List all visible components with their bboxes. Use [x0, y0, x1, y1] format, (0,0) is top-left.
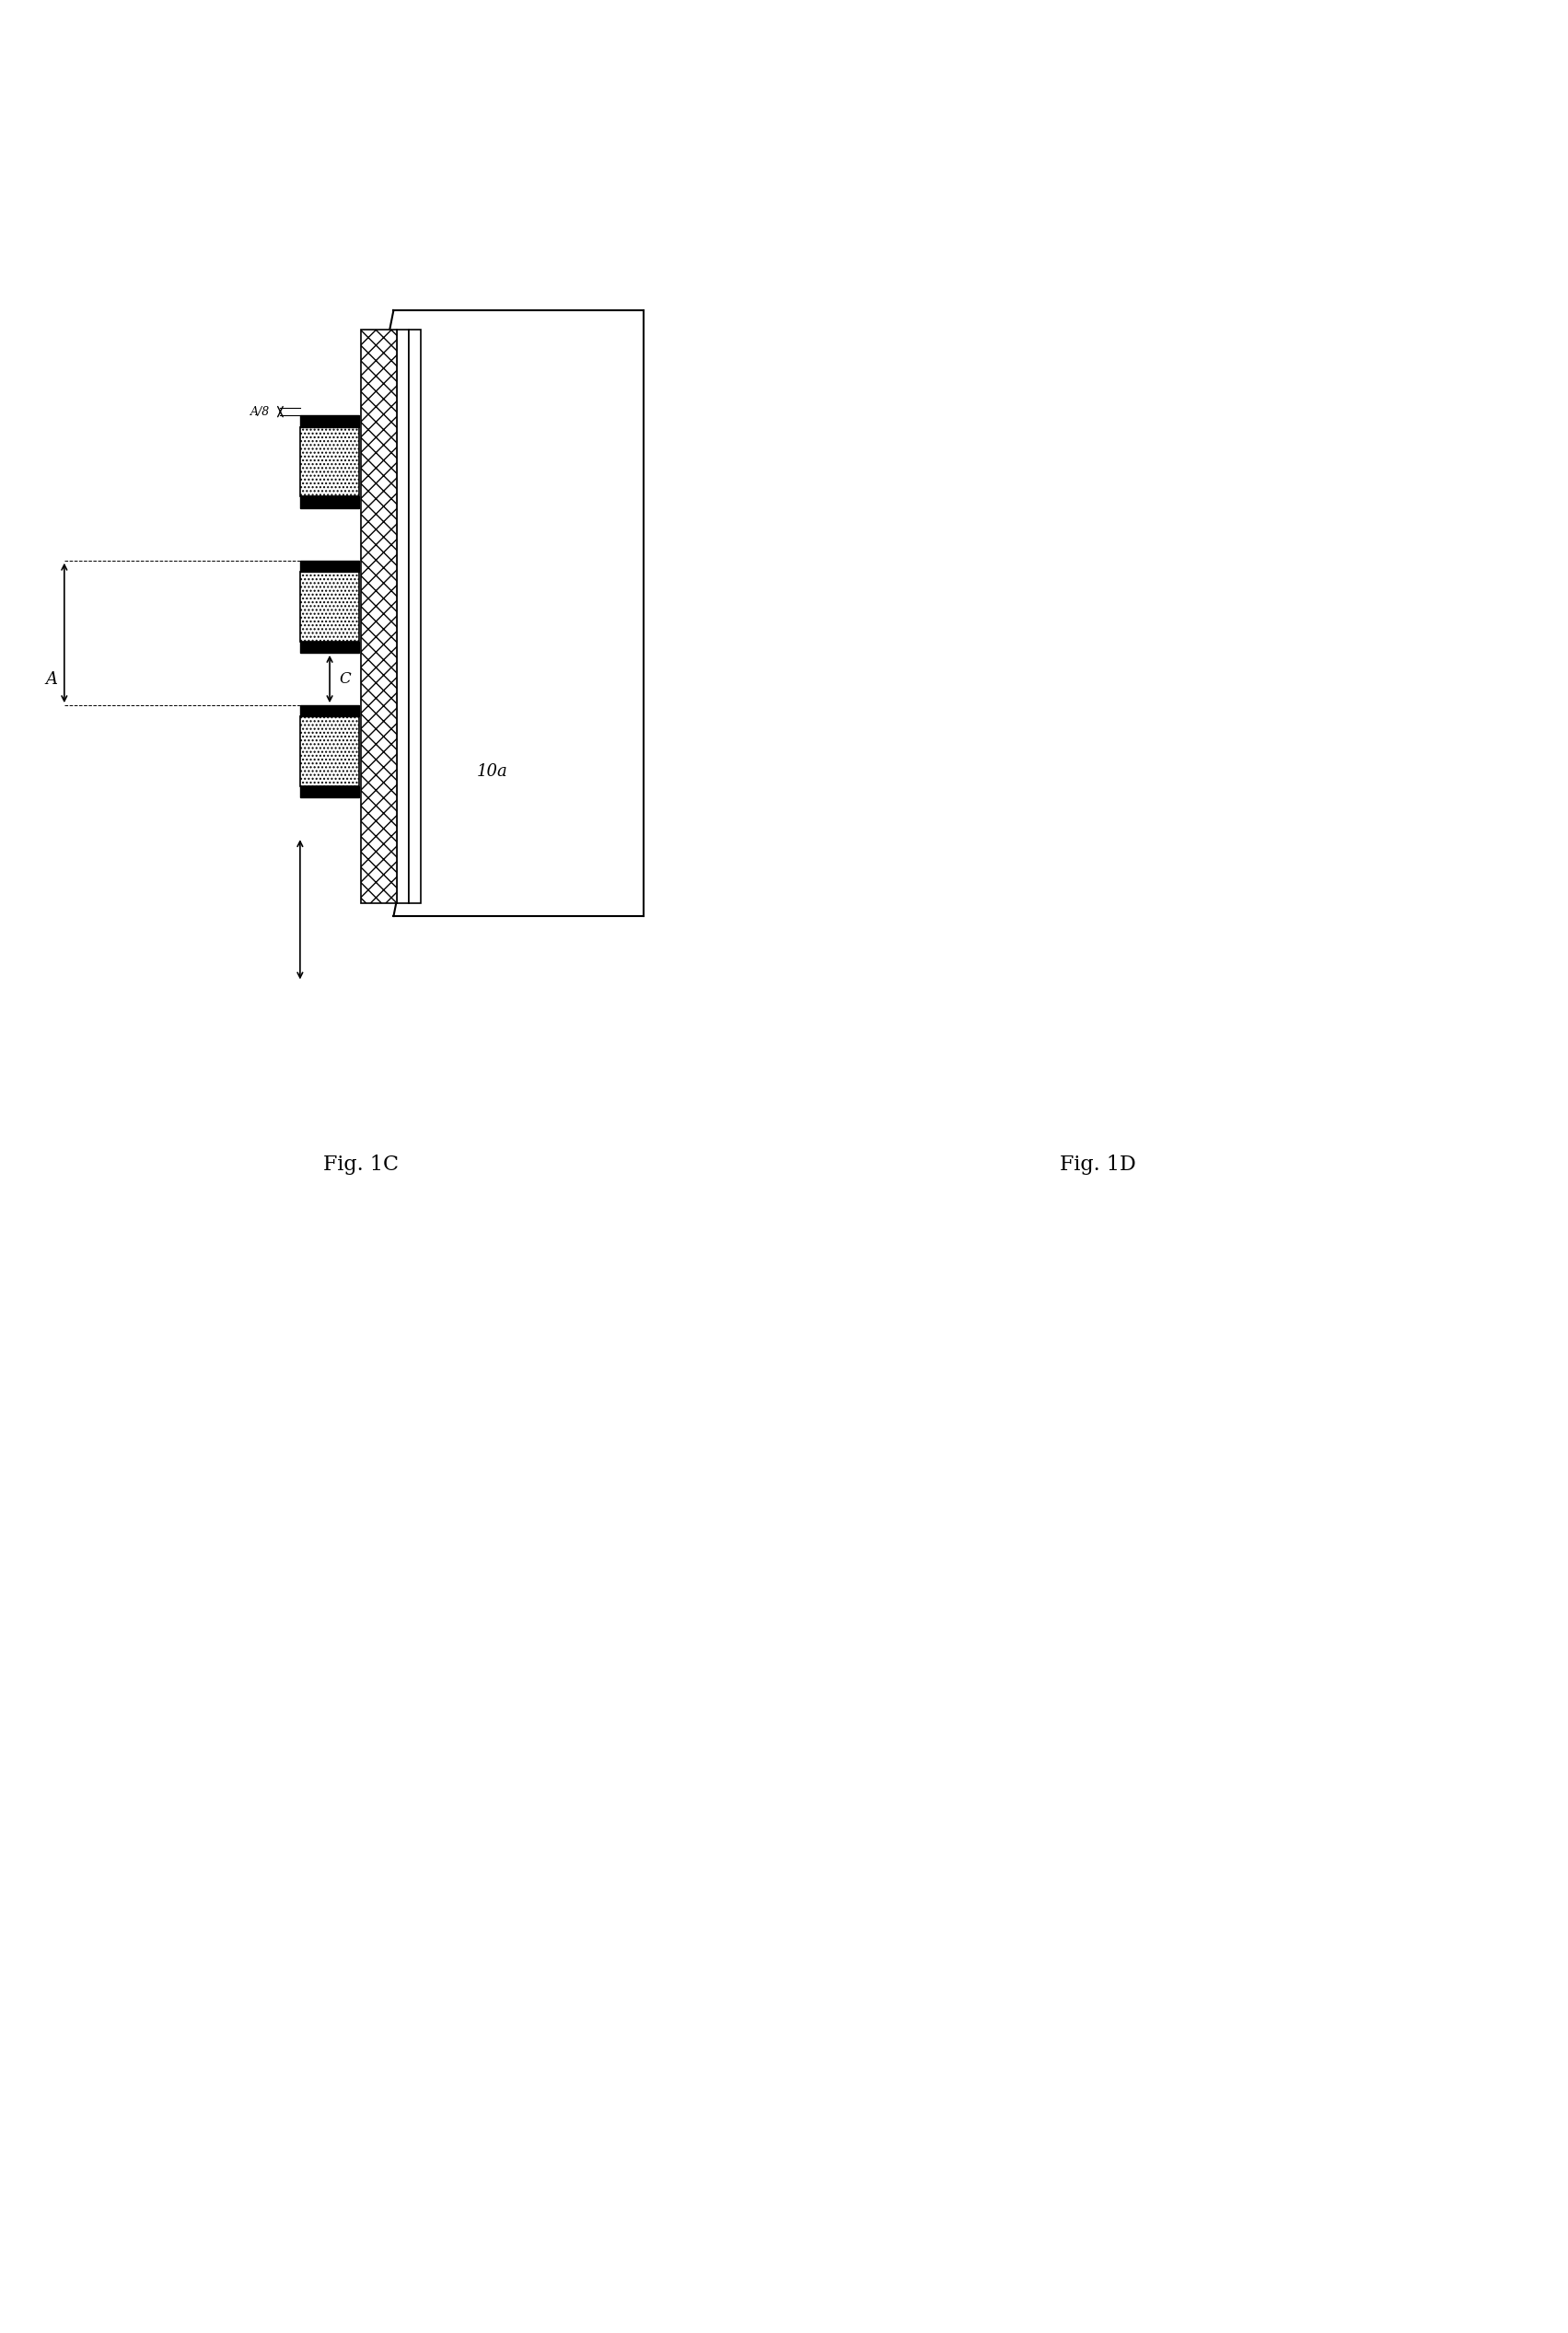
Bar — [299, 560, 359, 572]
Text: A: A — [45, 670, 56, 688]
Bar — [409, 329, 420, 903]
Bar — [397, 329, 409, 903]
Bar — [299, 705, 359, 716]
Bar — [361, 329, 397, 903]
Text: Fig. 1C: Fig. 1C — [323, 1155, 398, 1176]
Bar — [299, 786, 359, 798]
Bar — [299, 497, 359, 509]
Bar — [299, 642, 359, 653]
Bar — [299, 415, 359, 427]
Text: 10a: 10a — [477, 763, 508, 779]
Bar — [299, 427, 359, 497]
Bar — [299, 572, 359, 642]
Text: C: C — [340, 672, 351, 686]
Text: Fig. 1D: Fig. 1D — [1060, 1155, 1135, 1176]
Text: A/8: A/8 — [251, 406, 270, 418]
Bar — [299, 716, 359, 786]
